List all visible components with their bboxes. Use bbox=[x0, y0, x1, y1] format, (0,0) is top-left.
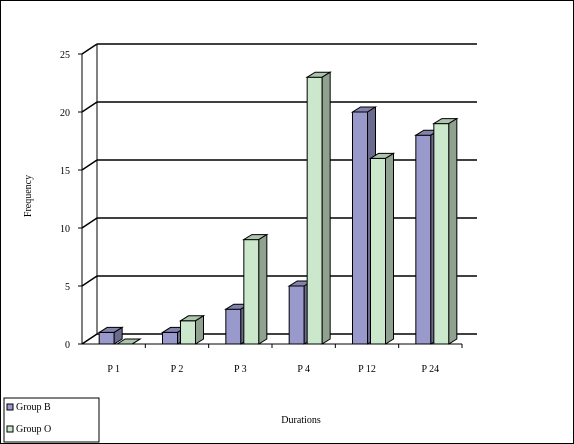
bar-front bbox=[370, 157, 386, 345]
y-tick-label: 5 bbox=[65, 282, 70, 293]
bar bbox=[368, 152, 396, 345]
gridline-diagonal bbox=[81, 43, 98, 55]
bar-front bbox=[288, 285, 305, 345]
bar-front bbox=[306, 76, 323, 345]
x-tick-label: P 12 bbox=[358, 364, 376, 375]
bar bbox=[115, 338, 142, 345]
bar bbox=[178, 314, 206, 345]
bars bbox=[97, 71, 459, 345]
y-tick-label: 0 bbox=[65, 340, 70, 351]
y-tick-label: 10 bbox=[60, 224, 70, 235]
gridline-diagonal bbox=[81, 275, 98, 287]
x-tick-label: P 3 bbox=[234, 364, 247, 375]
y-axis-title: Frequency bbox=[23, 175, 34, 217]
bar bbox=[97, 326, 124, 345]
gridline-diagonal bbox=[81, 333, 98, 345]
y-axis-ticks: 0 5 10 15 20 25 bbox=[60, 50, 82, 351]
y-tick-label: 25 bbox=[60, 50, 70, 61]
y-tick-label: 20 bbox=[60, 108, 70, 119]
chart-walls bbox=[81, 44, 462, 345]
x-tick-label: P 4 bbox=[297, 364, 310, 375]
gridline-diagonal bbox=[81, 101, 98, 113]
bar-front bbox=[180, 320, 196, 345]
legend-box bbox=[3, 397, 100, 443]
bar-side bbox=[131, 338, 141, 345]
bar-front bbox=[98, 331, 115, 345]
legend-swatch bbox=[6, 425, 14, 433]
gridline-diagonal bbox=[81, 217, 98, 229]
bar-front bbox=[162, 331, 178, 345]
bar-front bbox=[225, 308, 242, 345]
legend: Group B Group O bbox=[3, 397, 100, 443]
bar bbox=[432, 117, 459, 345]
bar-front bbox=[415, 134, 432, 345]
legend-label: Group B bbox=[16, 402, 51, 413]
x-tick-label: P 1 bbox=[107, 364, 120, 375]
bar-front bbox=[433, 123, 450, 345]
y-tick-label: 15 bbox=[60, 166, 70, 177]
x-tick-label: P 24 bbox=[421, 364, 439, 375]
bar-side bbox=[448, 117, 458, 345]
bar bbox=[305, 71, 332, 345]
legend-label: Group O bbox=[16, 424, 51, 435]
bar-side bbox=[113, 326, 123, 345]
x-axis-labels: P 1 P 2 P 3 P 4 P 12 P 24 bbox=[107, 344, 463, 375]
bar bbox=[242, 233, 269, 345]
bar-side bbox=[321, 71, 331, 345]
bar-front bbox=[243, 239, 260, 345]
gridline-diagonal bbox=[81, 159, 98, 171]
bar-side bbox=[385, 152, 394, 345]
x-axis-title: Durations bbox=[281, 415, 321, 426]
grid-lines bbox=[81, 43, 477, 345]
bar-front bbox=[352, 111, 368, 345]
bar-side bbox=[195, 314, 204, 345]
legend-swatch bbox=[6, 403, 14, 411]
bar-side bbox=[258, 233, 268, 345]
x-tick-label: P 2 bbox=[171, 364, 184, 375]
